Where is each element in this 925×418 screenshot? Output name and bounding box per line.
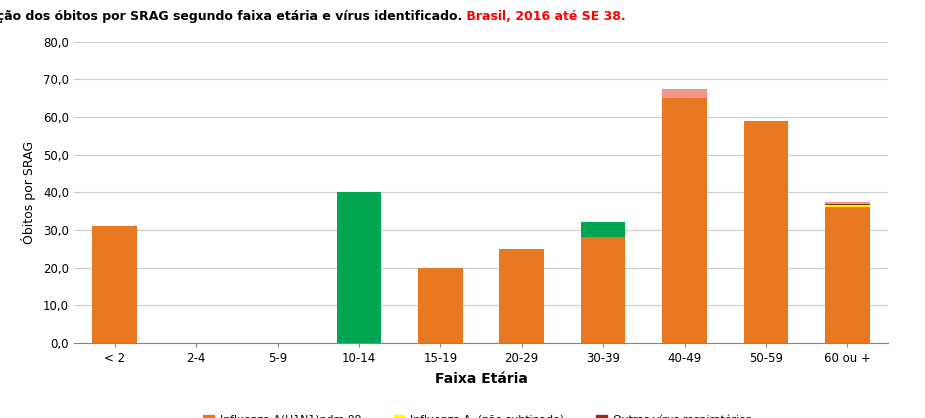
Bar (825, 202, 870, 204)
Bar (825, 207, 870, 343)
Text: Distribuição dos óbitos por SRAG segundo faixa etária e vírus identificado.: Distribuição dos óbitos por SRAG segundo… (0, 10, 462, 23)
Bar (825, 206, 870, 207)
Bar (581, 237, 625, 343)
Y-axis label: Óbitos por SRAG: Óbitos por SRAG (21, 141, 36, 244)
Bar (825, 204, 870, 206)
X-axis label: Faixa Etária: Faixa Etária (435, 372, 527, 386)
Bar (581, 222, 625, 237)
Bar (337, 192, 381, 343)
Bar (662, 98, 707, 343)
Bar (418, 268, 462, 343)
Legend: Influenza A(H1N1)pdm 09, Influenza A(H3N2), Influenza A  (não subtipado), Influe: Influenza A(H1N1)pdm 09, Influenza A(H3N… (204, 414, 758, 418)
Bar (92, 226, 137, 343)
Bar (744, 121, 788, 343)
Bar (500, 249, 544, 343)
Bar (662, 89, 707, 98)
Text: Brasil, 2016 até SE 38.: Brasil, 2016 até SE 38. (462, 10, 626, 23)
